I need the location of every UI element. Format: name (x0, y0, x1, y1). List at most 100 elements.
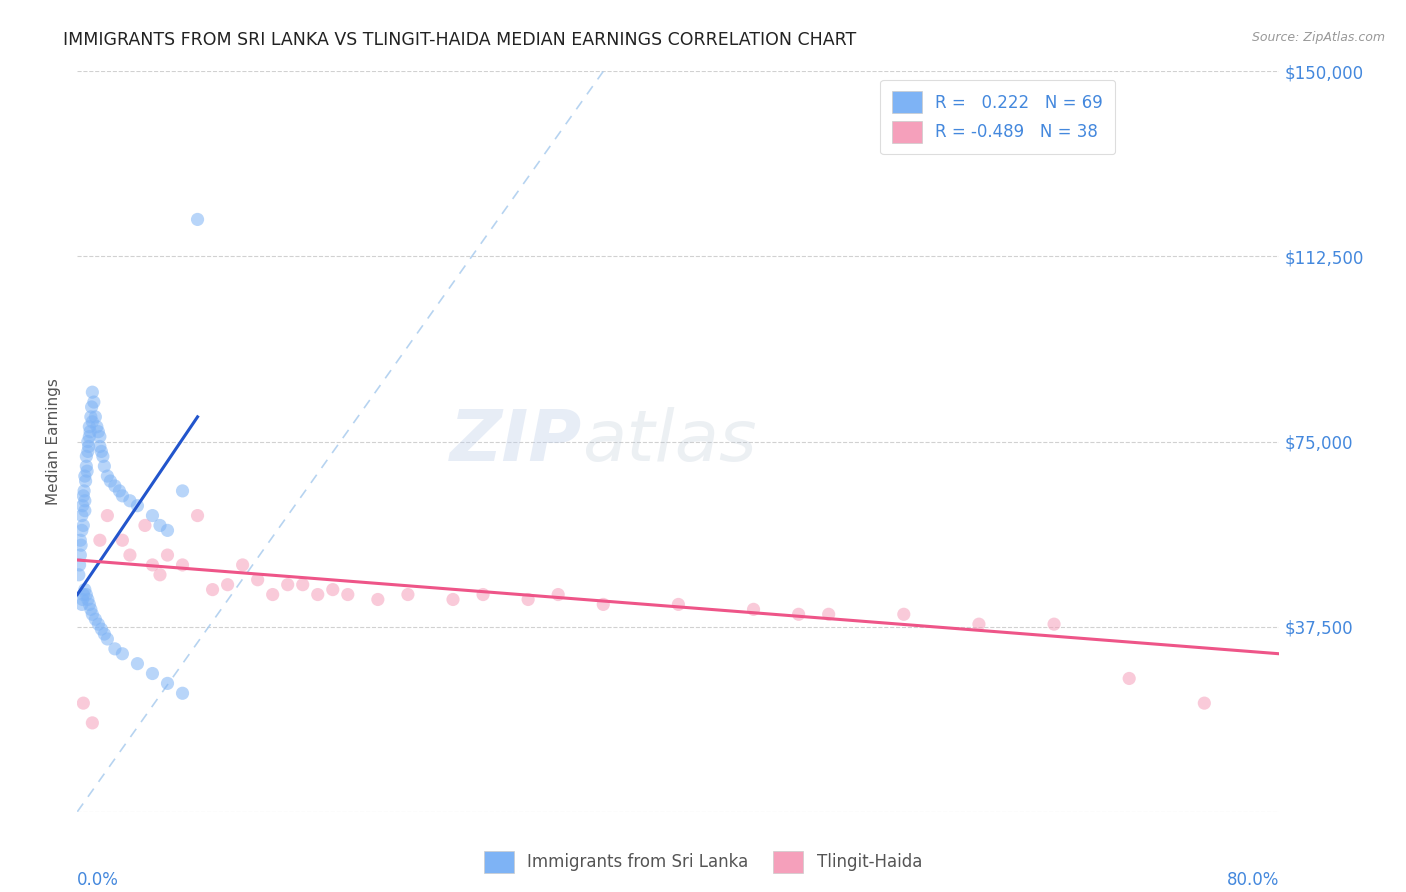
Point (172, 558, 194, 572)
Point (149, 518, 172, 533)
Point (441, 592, 464, 607)
Point (118, 493, 141, 508)
Point (87, 617, 110, 632)
Point (141, 666, 163, 681)
Point (104, 479, 127, 493)
Point (127, 657, 149, 671)
Point (91, 450, 114, 464)
Point (72, 489, 94, 503)
Point (104, 641, 127, 656)
Point (89, 533, 111, 548)
Point (186, 212, 209, 227)
Point (70, 538, 93, 552)
Point (79, 425, 101, 439)
Point (86, 419, 108, 434)
Point (201, 582, 224, 597)
Point (69, 558, 91, 572)
Point (742, 602, 765, 616)
Point (75, 588, 97, 602)
Point (186, 508, 209, 523)
Point (70, 524, 93, 538)
Point (96, 469, 118, 483)
Point (90, 444, 112, 458)
Point (80, 400, 103, 414)
Point (72, 518, 94, 533)
Point (277, 577, 299, 591)
Point (69, 548, 91, 562)
Point (172, 686, 194, 700)
Point (217, 577, 239, 591)
Point (472, 588, 495, 602)
Point (156, 524, 179, 538)
Point (96, 508, 118, 523)
Point (149, 567, 172, 582)
Point (80, 602, 103, 616)
Text: 80.0%: 80.0% (1227, 871, 1279, 889)
Text: Source: ZipAtlas.com: Source: ZipAtlas.com (1251, 31, 1385, 45)
Point (73, 582, 96, 597)
Point (134, 518, 156, 533)
Point (76, 434, 98, 449)
Point (76, 592, 98, 607)
Point (156, 676, 179, 690)
Point (172, 483, 194, 498)
Point (517, 592, 540, 607)
Point (79, 419, 101, 434)
Point (291, 577, 314, 591)
Point (127, 499, 149, 513)
Point (592, 598, 614, 612)
Point (111, 647, 134, 661)
Point (108, 483, 131, 498)
Text: IMMIGRANTS FROM SRI LANKA VS TLINGIT-HAIDA MEDIAN EARNINGS CORRELATION CHART: IMMIGRANTS FROM SRI LANKA VS TLINGIT-HAI… (63, 31, 856, 49)
Point (73, 503, 96, 517)
Point (100, 474, 122, 488)
Point (262, 588, 284, 602)
Point (76, 464, 98, 478)
Point (83, 395, 105, 409)
Point (967, 617, 990, 632)
Point (90, 622, 112, 636)
Point (69, 533, 91, 548)
Point (75, 459, 97, 474)
Point (72, 592, 94, 607)
Point (111, 489, 134, 503)
Point (93, 627, 115, 641)
Point (82, 607, 104, 622)
Point (156, 548, 179, 562)
Point (1043, 617, 1066, 632)
Point (787, 607, 810, 622)
Point (82, 715, 104, 730)
Point (84, 612, 107, 626)
Point (82, 415, 104, 429)
Point (77, 440, 100, 454)
Point (79, 429, 101, 443)
Point (336, 588, 359, 602)
Legend: R =   0.222   N = 69, R = -0.489   N = 38: R = 0.222 N = 69, R = -0.489 N = 38 (880, 79, 1115, 154)
Point (322, 582, 344, 597)
Point (73, 483, 96, 498)
Point (82, 385, 104, 400)
Point (893, 607, 915, 622)
Point (141, 508, 163, 523)
Point (817, 607, 839, 622)
Point (67, 567, 90, 582)
Point (73, 493, 96, 508)
Point (75, 450, 97, 464)
Y-axis label: Median Earnings: Median Earnings (46, 378, 62, 505)
Point (89, 440, 111, 454)
Point (141, 558, 163, 572)
Point (1118, 672, 1140, 686)
Point (75, 474, 97, 488)
Text: atlas: atlas (582, 407, 756, 476)
Text: 0.0%: 0.0% (77, 871, 120, 889)
Point (72, 499, 94, 513)
Text: ZIP: ZIP (450, 407, 582, 476)
Point (76, 444, 98, 458)
Point (70, 508, 93, 523)
Point (367, 592, 389, 607)
Point (118, 548, 141, 562)
Point (93, 459, 115, 474)
Point (73, 469, 96, 483)
Point (80, 409, 103, 424)
Point (1194, 696, 1216, 710)
